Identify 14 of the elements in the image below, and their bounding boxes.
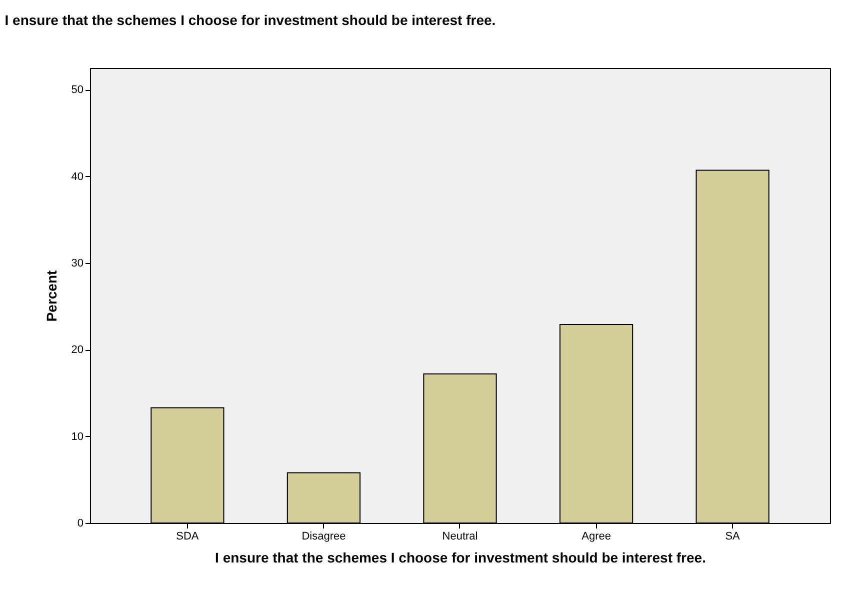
y-axis-title: Percent	[43, 270, 60, 322]
x-tick-label: Neutral	[442, 530, 478, 542]
x-tick-label: Agree	[582, 530, 611, 542]
y-tick-label: 20	[71, 344, 84, 356]
y-tick-label: 30	[71, 258, 84, 270]
y-tick-label: 0	[77, 518, 84, 530]
y-tick-label: 10	[71, 430, 84, 443]
x-axis-title: I ensure that the schemes I choose for investment should be interest free.	[215, 550, 706, 566]
x-tick-label: SA	[725, 530, 741, 542]
x-tick-label: Disagree	[302, 530, 346, 542]
chart-title: I ensure that the schemes I choose for investment should be interest free.	[4, 12, 496, 28]
y-tick-label: 50	[71, 84, 84, 96]
x-tick-label: SDA	[176, 530, 200, 542]
y-tick-label: 40	[71, 170, 84, 183]
